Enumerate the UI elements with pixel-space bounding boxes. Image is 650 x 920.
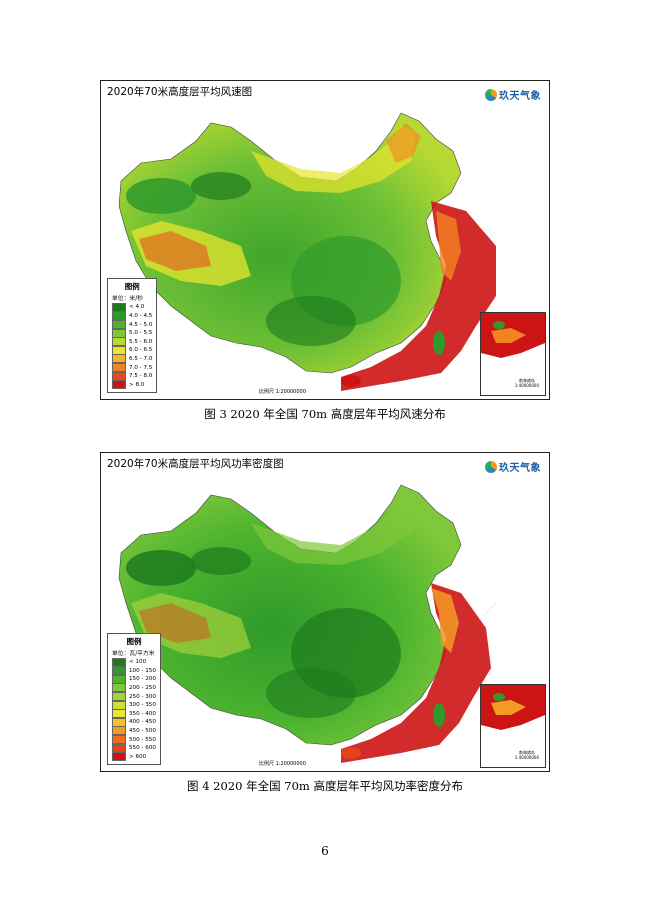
legend-label: 550 - 600	[129, 745, 156, 752]
legend-swatch	[112, 320, 126, 330]
legend-swatch	[112, 709, 126, 719]
legend-label: 7.0 - 7.5	[129, 364, 153, 371]
legend-swatch	[112, 683, 126, 693]
legend-swatch	[112, 726, 126, 736]
figure-caption: 图 3 2020 年全国 70m 高度层年平均风速分布	[204, 407, 446, 421]
logo-icon	[485, 88, 497, 101]
brand-logo: 玖天气象	[485, 87, 541, 102]
legend-swatch	[112, 354, 126, 364]
legend-item: 4.0 - 4.5	[112, 311, 153, 321]
legend-swatch	[112, 743, 126, 753]
legend-swatch	[112, 752, 126, 762]
legend-swatch	[112, 717, 126, 727]
legend-item: 4.5 - 5.0	[112, 320, 153, 330]
legend-label: > 8.0	[129, 381, 145, 388]
inset-label: 南海诸岛 1:40000000	[515, 750, 539, 760]
legend-label: 350 - 400	[129, 710, 156, 717]
logo-text: 玖天气象	[499, 463, 541, 474]
legend-item: 350 - 400	[112, 709, 156, 719]
legend-label: 5.0 - 5.5	[129, 330, 153, 337]
legend-label: 5.5 - 6.0	[129, 338, 153, 345]
legend-swatch	[112, 328, 126, 338]
wind-speed-map-figure: 2020年70米高度层平均风速图 玖天气象 图例 单位：米/秒 < 4.0 4.0…	[100, 80, 550, 400]
legend-item: 550 - 600	[112, 743, 156, 753]
map-scale: 比例尺 1:20000000	[259, 761, 306, 767]
legend-item: > 8.0	[112, 380, 152, 390]
legend-title: 图例	[126, 636, 142, 646]
map-legend: 图例 单位：瓦/平方米 < 100 100 - 150 150 - 200 200 -…	[107, 632, 161, 765]
legend-label: 500 - 550	[129, 736, 156, 743]
legend-swatch	[112, 371, 126, 381]
brand-logo: 玖天气象	[485, 459, 541, 474]
legend-label: > 600	[129, 753, 147, 760]
inset-label-text: 南海诸岛 1:40000000	[514, 378, 539, 388]
legend-item: < 100	[112, 657, 156, 667]
legend-label: 200 - 250	[129, 684, 156, 691]
legend-swatch	[112, 692, 126, 702]
legend-swatch	[112, 700, 126, 710]
legend-item: 300 - 350	[112, 700, 156, 710]
legend-item: < 4.0	[112, 302, 152, 312]
south-china-sea-inset: 南海诸岛 1:40000000	[480, 684, 546, 768]
logo-text: 玖天气象	[499, 91, 541, 102]
legend-title: 图例	[124, 282, 140, 292]
legend-label: 450 - 500	[129, 727, 156, 734]
legend-label: 7.5 - 8.0	[129, 373, 153, 380]
legend-label: 6.5 - 7.0	[129, 355, 153, 362]
legend-item: 500 - 550	[112, 735, 156, 745]
map-title: 2020年70米高度层平均风速图	[107, 86, 253, 98]
legend-item: 100 - 150	[112, 666, 156, 676]
legend-label: < 4.0	[129, 304, 145, 311]
legend-swatch	[112, 380, 126, 390]
legend-item: 5.5 - 6.0	[112, 337, 153, 347]
map-legend: 图例 单位：米/秒 < 4.0 4.0 - 4.5 4.5 - 5.0 5.0 - 5…	[107, 278, 158, 393]
legend-swatch	[112, 735, 126, 745]
map-title: 2020年70米高度层平均风功率密度图	[107, 458, 284, 470]
legend-swatch	[112, 345, 126, 355]
legend-swatch	[112, 674, 126, 684]
legend-swatch	[112, 337, 126, 347]
legend-label: 250 - 300	[129, 693, 156, 700]
legend-item: 450 - 500	[112, 726, 156, 736]
legend-label: 4.5 - 5.0	[129, 321, 153, 328]
legend-item: 6.5 - 7.0	[112, 354, 153, 364]
legend-item: 7.5 - 8.0	[112, 371, 153, 381]
legend-unit: 单位：瓦/平方米	[112, 650, 155, 657]
map-scale: 比例尺 1:20000000	[259, 389, 306, 395]
wind-power-density-map	[118, 484, 497, 764]
legend-swatch	[112, 666, 126, 676]
legend-item: 400 - 450	[112, 717, 156, 727]
legend-label: 150 - 200	[129, 676, 156, 683]
legend-swatch	[112, 363, 126, 373]
inset-label: 南海诸岛 1:40000000	[515, 378, 539, 388]
legend-label: 300 - 350	[129, 702, 156, 709]
legend-item: 7.0 - 7.5	[112, 363, 153, 373]
legend-swatch	[112, 302, 126, 312]
legend-item: 5.0 - 5.5	[112, 328, 153, 338]
legend-label: 100 - 150	[129, 667, 156, 674]
legend-label: 6.0 - 6.5	[129, 347, 153, 354]
legend-item: 150 - 200	[112, 674, 156, 684]
inset-label-text: 南海诸岛 1:40000000	[514, 750, 539, 760]
legend-item: 6.0 - 6.5	[112, 345, 153, 355]
figure-caption: 图 4 2020 年全国 70m 高度层年平均风功率密度分布	[187, 779, 463, 793]
page-number: 6	[321, 844, 329, 858]
legend-label: 4.0 - 4.5	[129, 312, 153, 319]
legend-item: > 600	[112, 752, 156, 762]
legend-swatch	[112, 657, 126, 667]
legend-label: 400 - 450	[129, 719, 156, 726]
logo-icon	[485, 460, 497, 473]
wind-speed-map	[118, 112, 497, 392]
legend-unit: 单位：米/秒	[112, 296, 143, 303]
legend-item: 250 - 300	[112, 692, 156, 702]
south-china-sea-inset: 南海诸岛 1:40000000	[480, 312, 546, 396]
legend-item: 200 - 250	[112, 683, 156, 693]
legend-label: < 100	[129, 659, 147, 666]
legend-swatch	[112, 311, 126, 321]
wind-power-density-map-figure: 2020年70米高度层平均风功率密度图 玖天气象 图例 单位：瓦/平方米 < 1…	[100, 452, 550, 772]
